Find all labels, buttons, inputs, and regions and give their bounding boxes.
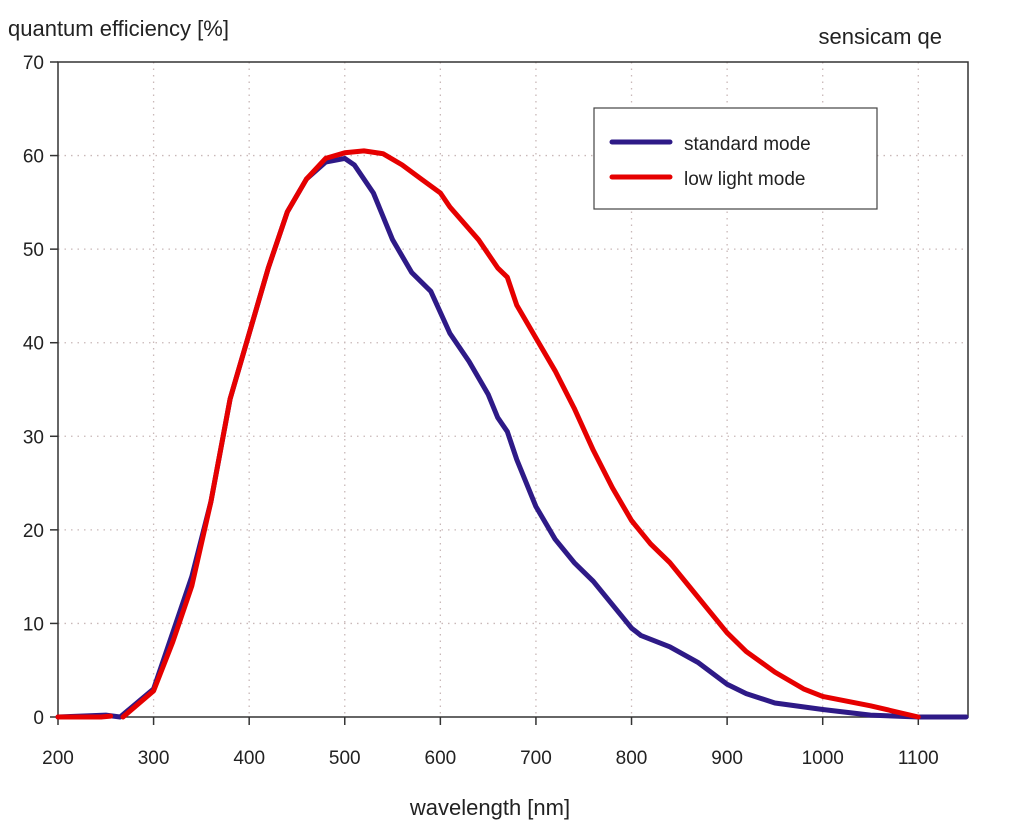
x-tick-label: 300 xyxy=(138,748,170,769)
x-tick-label: 200 xyxy=(42,748,74,769)
grid xyxy=(58,62,968,717)
y-tick-label: 50 xyxy=(23,240,44,261)
x-tick-label: 400 xyxy=(233,748,265,769)
x-tick-label: 1000 xyxy=(802,748,844,769)
y-tick-label: 70 xyxy=(23,53,44,74)
x-tick-label: 900 xyxy=(711,748,743,769)
x-tick-label: 1100 xyxy=(898,748,939,769)
y-tick-label: 30 xyxy=(23,427,44,448)
y-tick-label: 0 xyxy=(33,708,44,729)
legend-label-lowlight: low light mode xyxy=(684,169,805,190)
plot-frame xyxy=(57,61,969,718)
legend-label-standard: standard mode xyxy=(684,134,811,155)
legend: standard mode low light mode xyxy=(593,107,878,210)
x-tick-label: 800 xyxy=(616,748,648,769)
y-axis-label: quantum efficiency [%] xyxy=(8,16,229,41)
x-axis-label: wavelength [nm] xyxy=(409,795,570,820)
y-tick-label: 10 xyxy=(23,614,44,635)
x-tick-label: 600 xyxy=(425,748,457,769)
series-line-standard-mode xyxy=(55,155,969,720)
axes: 200 300 400 500 600 700 800 900 1000 1100 0 10 20 30 4… xyxy=(23,53,969,769)
series-lines xyxy=(55,148,969,720)
y-tick-label: 60 xyxy=(23,147,44,168)
legend-box xyxy=(593,107,878,210)
x-tick-label: 500 xyxy=(329,748,361,769)
y-tick-label: 40 xyxy=(23,334,44,355)
y-tick-label: 20 xyxy=(23,521,44,542)
chart-title: sensicam qe xyxy=(818,24,942,49)
x-tick-label: 700 xyxy=(520,748,552,769)
series-line-low-light-mode xyxy=(55,148,921,720)
